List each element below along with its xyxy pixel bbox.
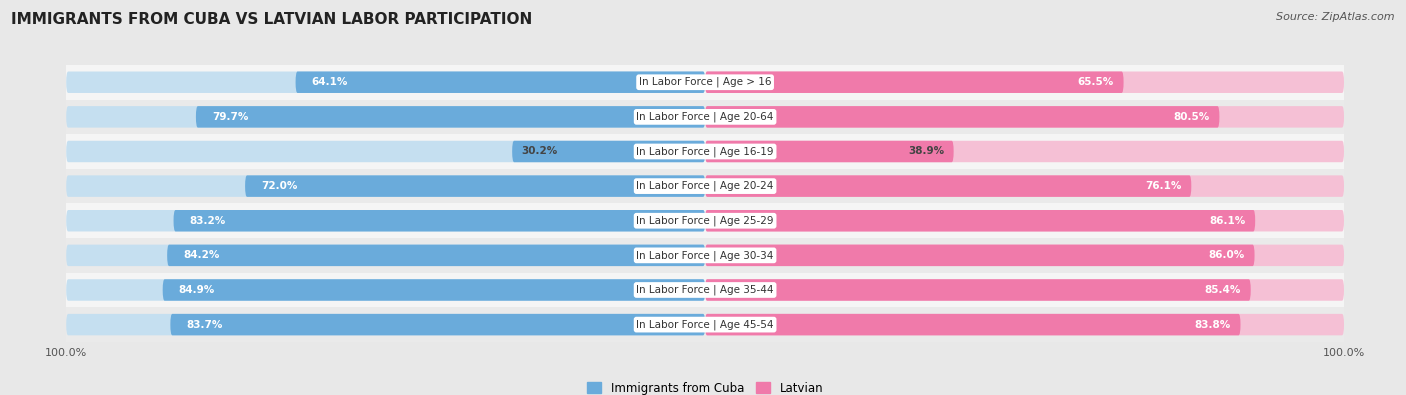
Text: In Labor Force | Age 20-64: In Labor Force | Age 20-64 <box>637 112 773 122</box>
FancyBboxPatch shape <box>173 210 706 231</box>
FancyBboxPatch shape <box>706 71 1344 93</box>
FancyBboxPatch shape <box>706 175 1344 197</box>
Text: 38.9%: 38.9% <box>908 147 943 156</box>
Text: 83.7%: 83.7% <box>187 320 222 329</box>
Text: In Labor Force | Age 25-29: In Labor Force | Age 25-29 <box>637 216 773 226</box>
Text: 86.0%: 86.0% <box>1209 250 1244 260</box>
FancyBboxPatch shape <box>66 245 706 266</box>
FancyBboxPatch shape <box>706 210 1344 231</box>
FancyBboxPatch shape <box>295 71 706 93</box>
Text: 84.9%: 84.9% <box>179 285 215 295</box>
FancyBboxPatch shape <box>66 175 706 197</box>
Text: 86.1%: 86.1% <box>1209 216 1246 226</box>
Text: In Labor Force | Age 30-34: In Labor Force | Age 30-34 <box>637 250 773 261</box>
Text: 84.2%: 84.2% <box>183 250 219 260</box>
FancyBboxPatch shape <box>512 141 706 162</box>
Bar <box>66 238 1344 273</box>
FancyBboxPatch shape <box>706 106 1219 128</box>
Bar <box>66 307 1344 342</box>
FancyBboxPatch shape <box>66 279 706 301</box>
Text: IMMIGRANTS FROM CUBA VS LATVIAN LABOR PARTICIPATION: IMMIGRANTS FROM CUBA VS LATVIAN LABOR PA… <box>11 12 533 27</box>
Text: In Labor Force | Age 16-19: In Labor Force | Age 16-19 <box>637 146 773 157</box>
Bar <box>66 273 1344 307</box>
FancyBboxPatch shape <box>706 106 1344 128</box>
FancyBboxPatch shape <box>706 175 1191 197</box>
Bar <box>66 65 1344 100</box>
FancyBboxPatch shape <box>706 279 1344 301</box>
FancyBboxPatch shape <box>167 245 706 266</box>
Text: 79.7%: 79.7% <box>212 112 249 122</box>
Text: 83.8%: 83.8% <box>1195 320 1230 329</box>
FancyBboxPatch shape <box>706 279 1251 301</box>
Text: 76.1%: 76.1% <box>1146 181 1181 191</box>
Text: In Labor Force | Age 45-54: In Labor Force | Age 45-54 <box>637 319 773 330</box>
FancyBboxPatch shape <box>706 245 1254 266</box>
FancyBboxPatch shape <box>66 314 706 335</box>
Text: In Labor Force | Age 20-24: In Labor Force | Age 20-24 <box>637 181 773 191</box>
Text: 65.5%: 65.5% <box>1078 77 1114 87</box>
FancyBboxPatch shape <box>706 141 1344 162</box>
FancyBboxPatch shape <box>66 106 706 128</box>
Text: 72.0%: 72.0% <box>262 181 298 191</box>
FancyBboxPatch shape <box>706 314 1344 335</box>
FancyBboxPatch shape <box>706 314 1240 335</box>
Text: 80.5%: 80.5% <box>1174 112 1209 122</box>
FancyBboxPatch shape <box>195 106 706 128</box>
FancyBboxPatch shape <box>706 210 1256 231</box>
FancyBboxPatch shape <box>66 71 706 93</box>
Text: In Labor Force | Age > 16: In Labor Force | Age > 16 <box>638 77 772 88</box>
Text: 85.4%: 85.4% <box>1205 285 1241 295</box>
Bar <box>66 203 1344 238</box>
FancyBboxPatch shape <box>706 245 1344 266</box>
FancyBboxPatch shape <box>706 141 953 162</box>
Text: Source: ZipAtlas.com: Source: ZipAtlas.com <box>1277 12 1395 22</box>
FancyBboxPatch shape <box>170 314 706 335</box>
Legend: Immigrants from Cuba, Latvian: Immigrants from Cuba, Latvian <box>582 377 828 395</box>
FancyBboxPatch shape <box>245 175 706 197</box>
Bar <box>66 100 1344 134</box>
Text: 64.1%: 64.1% <box>312 77 347 87</box>
FancyBboxPatch shape <box>706 71 1123 93</box>
Text: 30.2%: 30.2% <box>522 147 558 156</box>
Text: 83.2%: 83.2% <box>190 216 226 226</box>
FancyBboxPatch shape <box>66 141 706 162</box>
FancyBboxPatch shape <box>163 279 706 301</box>
Text: In Labor Force | Age 35-44: In Labor Force | Age 35-44 <box>637 285 773 295</box>
Bar <box>66 134 1344 169</box>
FancyBboxPatch shape <box>66 210 706 231</box>
Bar <box>66 169 1344 203</box>
